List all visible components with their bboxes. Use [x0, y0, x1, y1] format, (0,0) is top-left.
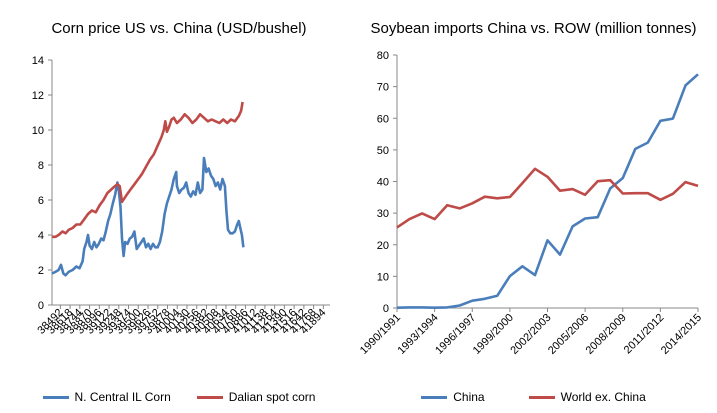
legend-label-china: China [453, 390, 485, 404]
legend-item-world: World ex. China [528, 390, 646, 404]
dalian-corn-line [52, 101, 244, 239]
soy-y-tick-label: 40 [377, 177, 389, 189]
china-swatch [421, 395, 448, 399]
world-swatch [528, 395, 555, 399]
soy-y-tick-label: 10 [377, 271, 389, 283]
soy-y-tick-label: 20 [377, 240, 389, 252]
corn-y-tick-label: 0 [38, 300, 44, 312]
soybean-chart-svg: 010203040506070801990/19911993/19941996/… [358, 50, 704, 357]
corn-y-tick-label: 6 [38, 195, 44, 207]
us-corn-line [51, 156, 245, 277]
corn-price-chart: Corn price US vs. China (USD/bushel) 0 2 4… [0, 0, 358, 413]
corn-y-tick-label: 10 [32, 125, 44, 137]
legend-item-us-corn: N. Central IL Corn [42, 390, 171, 404]
corn-chart-svg: 0246810121438492386183874438870389963912… [32, 55, 330, 337]
soy-y-tick-label: 30 [377, 208, 389, 220]
corn-y-tick-label: 4 [38, 230, 44, 242]
us-corn-swatch [42, 395, 69, 399]
soy-y-tick-label: 80 [377, 50, 389, 62]
legend-label-world: World ex. China [560, 390, 646, 404]
dalian-corn-swatch [196, 395, 223, 399]
corn-y-tick-label: 14 [32, 55, 44, 67]
soy-x-tick-label: 2014/2015 [659, 312, 704, 357]
corn-y-tick-label: 2 [38, 265, 44, 277]
soy-y-tick-label: 60 [377, 113, 389, 125]
corn-chart-legend: N. Central IL Corn Dalian spot corn [0, 390, 358, 404]
corn-y-tick-label: 12 [32, 90, 44, 102]
legend-item-china: China [421, 390, 485, 404]
corn-y-tick-label: 8 [38, 160, 44, 172]
soybean-chart-legend: China World ex. China [350, 390, 717, 404]
world-imports-line [396, 167, 699, 229]
soybean-imports-chart: Soybean imports China vs. ROW (million t… [350, 0, 717, 413]
soybean-chart-title: Soybean imports China vs. ROW (million t… [370, 20, 697, 37]
legend-label-us-corn: N. Central IL Corn [74, 390, 171, 404]
soy-x-tick-label: 2008/2009 [584, 312, 629, 357]
soy-y-tick-label: 50 [377, 145, 389, 157]
corn-chart-title: Corn price US vs. China (USD/bushel) [51, 20, 307, 37]
legend-item-dalian-corn: Dalian spot corn [196, 390, 316, 404]
china-imports-line [396, 73, 699, 310]
soy-y-tick-label: 70 [377, 82, 389, 94]
soy-y-tick-label: 0 [383, 303, 389, 315]
legend-label-dalian-corn: Dalian spot corn [228, 390, 316, 404]
